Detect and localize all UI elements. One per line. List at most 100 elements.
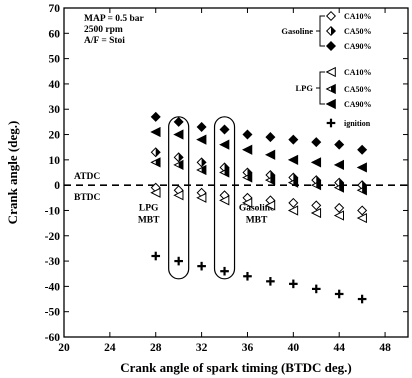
mbt-label-line: LPG	[139, 203, 159, 213]
condition-line: MAP = 0.5 bar	[84, 14, 145, 24]
diamond-shape	[325, 40, 337, 52]
legend-entry-label: CA90%	[344, 42, 372, 51]
triangle-shape	[287, 154, 299, 165]
legend-group-label: LPG	[296, 83, 314, 93]
triangle-shape	[242, 197, 253, 208]
triangle-shape	[242, 144, 253, 155]
triangle-shape	[310, 207, 322, 219]
legend-entry-label: CA10%	[344, 12, 372, 21]
triangle-shape	[356, 212, 367, 224]
diamond-half-fill	[155, 147, 161, 157]
triangle-shape	[196, 134, 207, 145]
triangle-shape	[356, 162, 367, 173]
triangle-half-fill	[178, 160, 183, 170]
condition-line: A/F = Stoi	[84, 36, 125, 46]
legend-bracket	[316, 71, 325, 105]
triangle-half-fill	[331, 84, 336, 94]
triangle-half-fill	[362, 185, 367, 195]
diamond-shape	[196, 121, 207, 132]
data-point-lpg-ca10-	[219, 195, 230, 206]
triangle-half-fill	[155, 158, 161, 167]
diamond-shape	[173, 116, 184, 127]
data-point-gasoline-ca90-	[265, 132, 276, 143]
data-point-lpg-ca50-	[219, 167, 230, 178]
legend-entry-label: CA50%	[344, 85, 372, 94]
data-point-lpg-ca50-	[333, 182, 344, 193]
data-marks	[150, 111, 368, 304]
data-point-lpg-ca90-	[264, 149, 276, 160]
diamond-shape	[334, 139, 345, 150]
condition-line: 2500 rpm	[84, 25, 123, 35]
data-point-ignition	[289, 279, 298, 289]
data-point-lpg-ca50-	[196, 164, 207, 176]
annotations: LPG MBT Gasoline MBT	[138, 116, 274, 280]
data-point-gasoline-ca10-	[288, 197, 299, 208]
data-point-gasoline-ca90-	[219, 124, 230, 135]
diamond-half-fill	[178, 153, 183, 162]
data-point-ignition	[197, 261, 206, 271]
diamond-shape	[334, 202, 345, 213]
data-point-lpg-ca90-	[196, 134, 207, 145]
triangle-shape	[333, 159, 344, 171]
diamond-shape	[357, 144, 368, 155]
btdc-label: BTDC	[74, 193, 101, 203]
legend: CA10% CA50% CA90% CA10% CA50% CA90% ignition Ga…	[281, 10, 372, 128]
data-point-lpg-ca90-	[287, 154, 299, 165]
triangle-half-fill	[316, 180, 321, 190]
triangle-shape	[150, 187, 161, 198]
data-point-gasoline-ca50-	[150, 147, 161, 158]
data-point-lpg-ca90-	[150, 126, 161, 138]
legend-marker	[325, 10, 337, 22]
legend-entry-label: CA90%	[344, 100, 372, 109]
x-tick-label: 28	[150, 342, 162, 354]
data-point-gasoline-ca50-	[196, 157, 207, 168]
atdc-label: ATDC	[74, 172, 100, 182]
y-tick-label: -40	[45, 281, 61, 293]
data-point-lpg-ca50-	[264, 174, 276, 186]
diamond-half-fill	[201, 158, 206, 167]
triangle-half-fill	[201, 165, 206, 175]
data-point-lpg-ca50-	[310, 180, 322, 191]
data-point-lpg-ca50-	[287, 177, 299, 188]
diamond-shape	[265, 132, 276, 143]
triangle-shape	[333, 210, 344, 221]
diamond-shape	[357, 205, 368, 216]
data-point-gasoline-ca90-	[242, 129, 253, 140]
data-point-lpg-ca10-	[196, 192, 207, 203]
data-point-gasoline-ca10-	[334, 202, 345, 213]
x-tick-label: 24	[104, 342, 116, 354]
triangle-shape	[173, 129, 184, 140]
y-tick-label: 20	[49, 130, 61, 142]
triangle-half-fill	[247, 173, 252, 182]
data-point-lpg-ca10-	[356, 212, 367, 224]
y-axis-title: Crank angle (deg.)	[5, 121, 20, 225]
data-point-ignition	[151, 251, 161, 261]
data-point-lpg-ca90-	[219, 139, 230, 150]
data-point-gasoline-ca90-	[196, 121, 207, 132]
data-point-lpg-ca50-	[242, 172, 253, 183]
data-point-ignition	[357, 294, 367, 304]
legend-marker	[325, 40, 337, 52]
data-point-gasoline-ca90-	[357, 144, 368, 155]
data-point-lpg-ca90-	[356, 162, 367, 173]
data-point-lpg-ca10-	[150, 187, 161, 198]
data-point-lpg-ca10-	[264, 200, 276, 211]
x-tick-label: 36	[242, 342, 254, 354]
data-point-lpg-ca90-	[173, 129, 184, 140]
axes: -60 -50 -40 -30 -20 -10 0 10 20 30 40 50 60 70 20 24 28 3…	[5, 3, 409, 375]
data-point-gasoline-ca90-	[150, 111, 161, 122]
data-point-lpg-ca10-	[173, 190, 184, 201]
data-point-lpg-ca10-	[287, 205, 299, 216]
diamond-shape	[325, 10, 337, 22]
diamond-shape	[219, 124, 230, 135]
diamond-shape	[150, 111, 161, 122]
mbt-label-line: MBT	[246, 215, 268, 225]
data-point-lpg-ca10-	[310, 207, 322, 219]
x-tick-label: 40	[288, 342, 300, 354]
legend-group-label: Gasoline	[281, 26, 313, 36]
triangle-shape	[264, 149, 276, 160]
data-point-lpg-ca10-	[242, 197, 253, 208]
legend-marker	[325, 25, 337, 37]
mbt-label-line: MBT	[138, 215, 160, 225]
legend-entry-label: ignition	[344, 119, 371, 128]
